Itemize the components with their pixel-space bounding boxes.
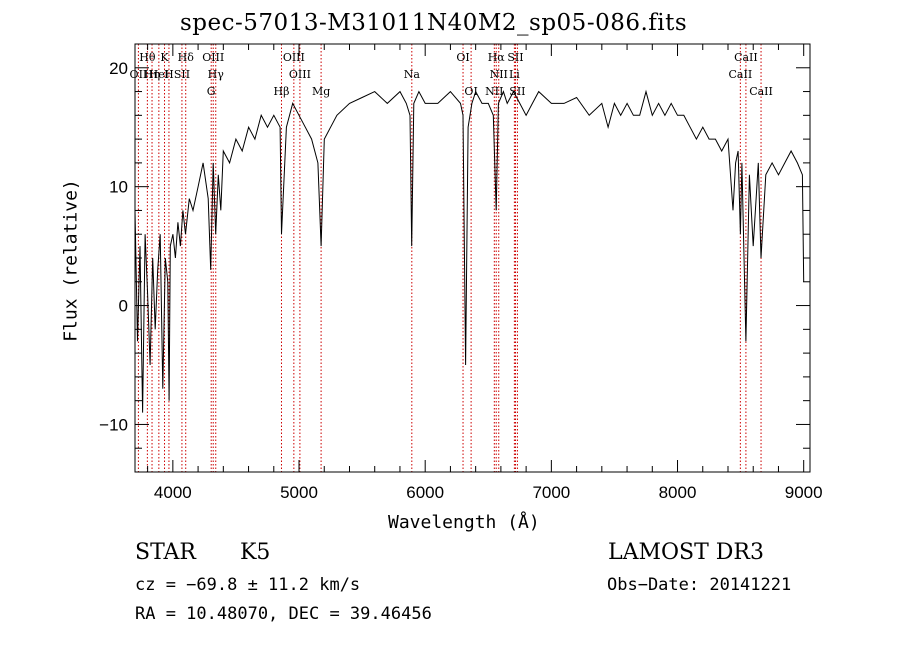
y-tick-label-3: 20 [109,59,128,78]
spectral-line-label-13: OIII [289,68,311,81]
spectral-line-label-9: OIII [202,51,224,64]
flux-series-line [134,89,805,413]
spectral-line-label-16: OI [456,51,469,64]
spectral-line-label-3: HeI [149,68,169,81]
spectral-line-label-20: NII [490,68,508,81]
spectral-line-label-4: K [160,51,169,64]
spectral-line-label-10: Hγ [208,68,225,81]
spectral-line-label-8: G [207,85,216,98]
object-class: STAR [135,540,196,565]
spectral-line-label-2: Hη [144,68,160,81]
spectral-line-label-25: CaII [734,51,758,64]
coordinates: RA = 10.48070, DEC = 39.46456 [135,604,432,624]
observation-date: Obs−Date: 20141221 [607,575,792,595]
spectral-line-label-23: SII [509,85,525,98]
x-tick-label-0: 4000 [154,483,192,502]
spectral-line-label-1: Hθ [139,51,156,64]
spectral-line-label-0: OII [130,68,148,81]
x-tick-label-3: 7000 [532,483,570,502]
redshift-value: cz = −69.8 ± 11.2 km/s [135,575,361,595]
x-tick-label-4: 8000 [659,483,697,502]
plot-frame [134,43,811,473]
y-axis-ticks: −10 0 10 20 [99,43,810,449]
spectral-line-label-12: OIII [283,51,305,64]
spectral-line-label-26: CaII [749,85,773,98]
spectral-line-label-7: Hδ [178,51,195,64]
spectral-line-markers [137,44,762,472]
object-subclass: K5 [240,540,271,565]
spectral-line-label-21: Li [509,68,520,81]
y-tick-label-2: 10 [109,178,128,197]
x-axis-label: Wavelength (Å) [388,512,540,533]
y-axis-label: Flux (relative) [60,179,82,342]
x-tick-label-1: 5000 [280,483,318,502]
spectral-line-label-14: Mg [312,85,330,98]
spectral-line-label-15: Na [404,68,421,81]
spectral-line-label-5: H [164,68,174,81]
spectral-line-label-19: Hα [488,51,506,64]
spectral-line-label-22: SII [507,51,523,64]
spectral-line-label-6: SII [174,68,190,81]
spectral-line-label-24: CaII [729,68,753,81]
chart-title: spec-57013-M31011N40M2_sp05-086.fits [180,10,688,36]
spectral-line-label-11: Hβ [274,85,290,98]
x-tick-label-5: 9000 [785,483,823,502]
survey-label: LAMOST DR3 [608,540,764,565]
spectral-line-label-18: NII [485,85,503,98]
x-axis-ticks: 4000 5000 6000 7000 8000 9000 [147,44,823,502]
y-tick-label-0: −10 [99,415,128,434]
y-tick-label-1: 0 [119,297,128,316]
x-tick-label-2: 6000 [406,483,444,502]
spectral-line-label-17: OI [464,85,477,98]
